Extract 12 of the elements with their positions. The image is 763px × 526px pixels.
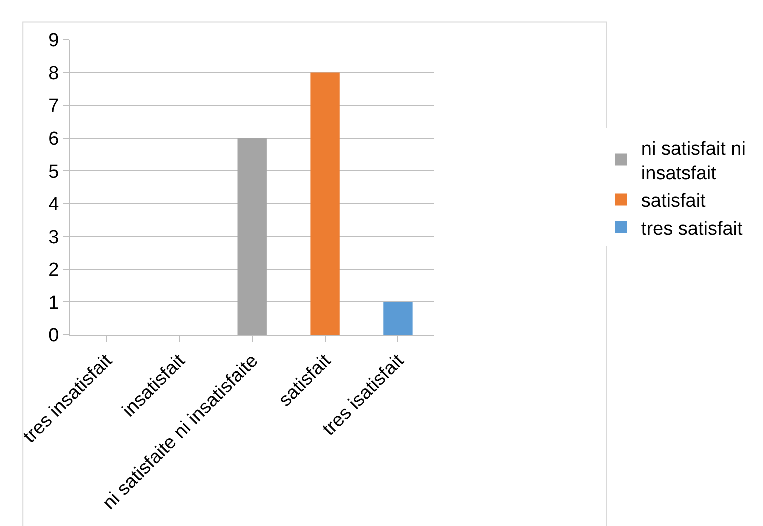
y-tick-label: 3 — [48, 227, 60, 248]
legend-label: tres satisfait — [641, 218, 744, 240]
y-tick-label: 0 — [48, 326, 60, 347]
y-tick-label: 8 — [48, 63, 60, 84]
y-tick-label: 6 — [48, 128, 60, 150]
y-tick-label: 4 — [48, 194, 60, 216]
y-tick-label: 9 — [48, 30, 60, 52]
legend-label: satisfait — [641, 191, 707, 212]
y-tick-label: 2 — [48, 260, 60, 282]
y-tick-label: 1 — [48, 292, 60, 314]
y-tick-label: 5 — [48, 162, 60, 183]
y-tick-label: 7 — [48, 96, 60, 118]
